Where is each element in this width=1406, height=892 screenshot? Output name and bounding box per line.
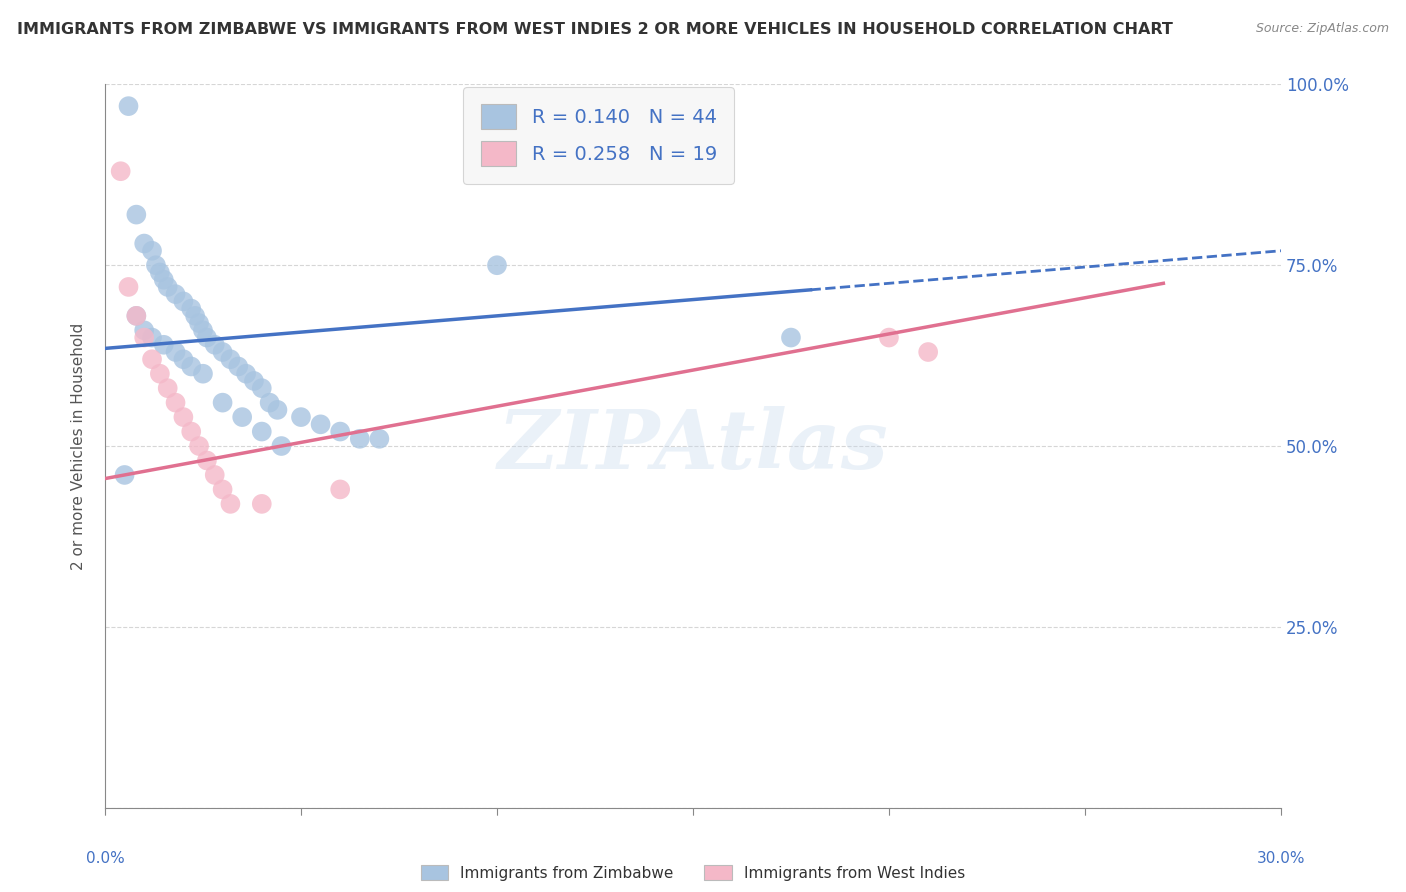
Point	[485, 258, 508, 272]
Point	[172, 410, 194, 425]
Point	[250, 381, 273, 395]
Point	[152, 338, 174, 352]
Point	[211, 345, 233, 359]
Point	[165, 395, 187, 409]
Point	[114, 467, 136, 482]
Point	[290, 410, 312, 425]
Point	[184, 309, 207, 323]
Point	[211, 483, 233, 497]
Point	[195, 453, 218, 467]
Point	[117, 99, 139, 113]
Point	[165, 287, 187, 301]
Y-axis label: 2 or more Vehicles in Household: 2 or more Vehicles in Household	[72, 322, 86, 570]
Legend: Immigrants from Zimbabwe, Immigrants from West Indies: Immigrants from Zimbabwe, Immigrants fro…	[415, 859, 972, 887]
Point	[156, 381, 179, 395]
Point	[141, 352, 163, 367]
Point	[250, 425, 273, 439]
Point	[172, 294, 194, 309]
Text: 30.0%: 30.0%	[1257, 851, 1305, 866]
Point	[259, 395, 281, 409]
Point	[204, 467, 226, 482]
Point	[780, 330, 803, 344]
Point	[180, 301, 202, 316]
Point	[180, 425, 202, 439]
Point	[243, 374, 266, 388]
Text: Source: ZipAtlas.com: Source: ZipAtlas.com	[1256, 22, 1389, 36]
Point	[204, 338, 226, 352]
Point	[180, 359, 202, 374]
Point	[231, 410, 253, 425]
Point	[219, 497, 242, 511]
Point	[152, 273, 174, 287]
Point	[195, 330, 218, 344]
Point	[117, 280, 139, 294]
Point	[149, 265, 172, 279]
Point	[250, 497, 273, 511]
Point	[191, 323, 214, 337]
Point	[309, 417, 332, 432]
Point	[134, 323, 156, 337]
Point	[188, 316, 211, 330]
Point	[165, 345, 187, 359]
Text: ZIPAtlas: ZIPAtlas	[498, 406, 889, 486]
Point	[134, 236, 156, 251]
Point	[156, 280, 179, 294]
Point	[329, 483, 352, 497]
Point	[219, 352, 242, 367]
Point	[877, 330, 900, 344]
Point	[125, 208, 148, 222]
Point	[172, 352, 194, 367]
Point	[349, 432, 371, 446]
Point	[141, 244, 163, 258]
Point	[226, 359, 249, 374]
Point	[270, 439, 292, 453]
Point	[329, 425, 352, 439]
Text: IMMIGRANTS FROM ZIMBABWE VS IMMIGRANTS FROM WEST INDIES 2 OR MORE VEHICLES IN HO: IMMIGRANTS FROM ZIMBABWE VS IMMIGRANTS F…	[17, 22, 1173, 37]
Point	[110, 164, 132, 178]
Point	[149, 367, 172, 381]
Point	[191, 367, 214, 381]
Point	[125, 309, 148, 323]
Point	[368, 432, 391, 446]
Point	[141, 330, 163, 344]
Point	[188, 439, 211, 453]
Point	[211, 395, 233, 409]
Point	[125, 309, 148, 323]
Point	[145, 258, 167, 272]
Text: 0.0%: 0.0%	[86, 851, 124, 866]
Point	[917, 345, 939, 359]
Point	[266, 402, 288, 417]
Point	[235, 367, 257, 381]
Point	[134, 330, 156, 344]
